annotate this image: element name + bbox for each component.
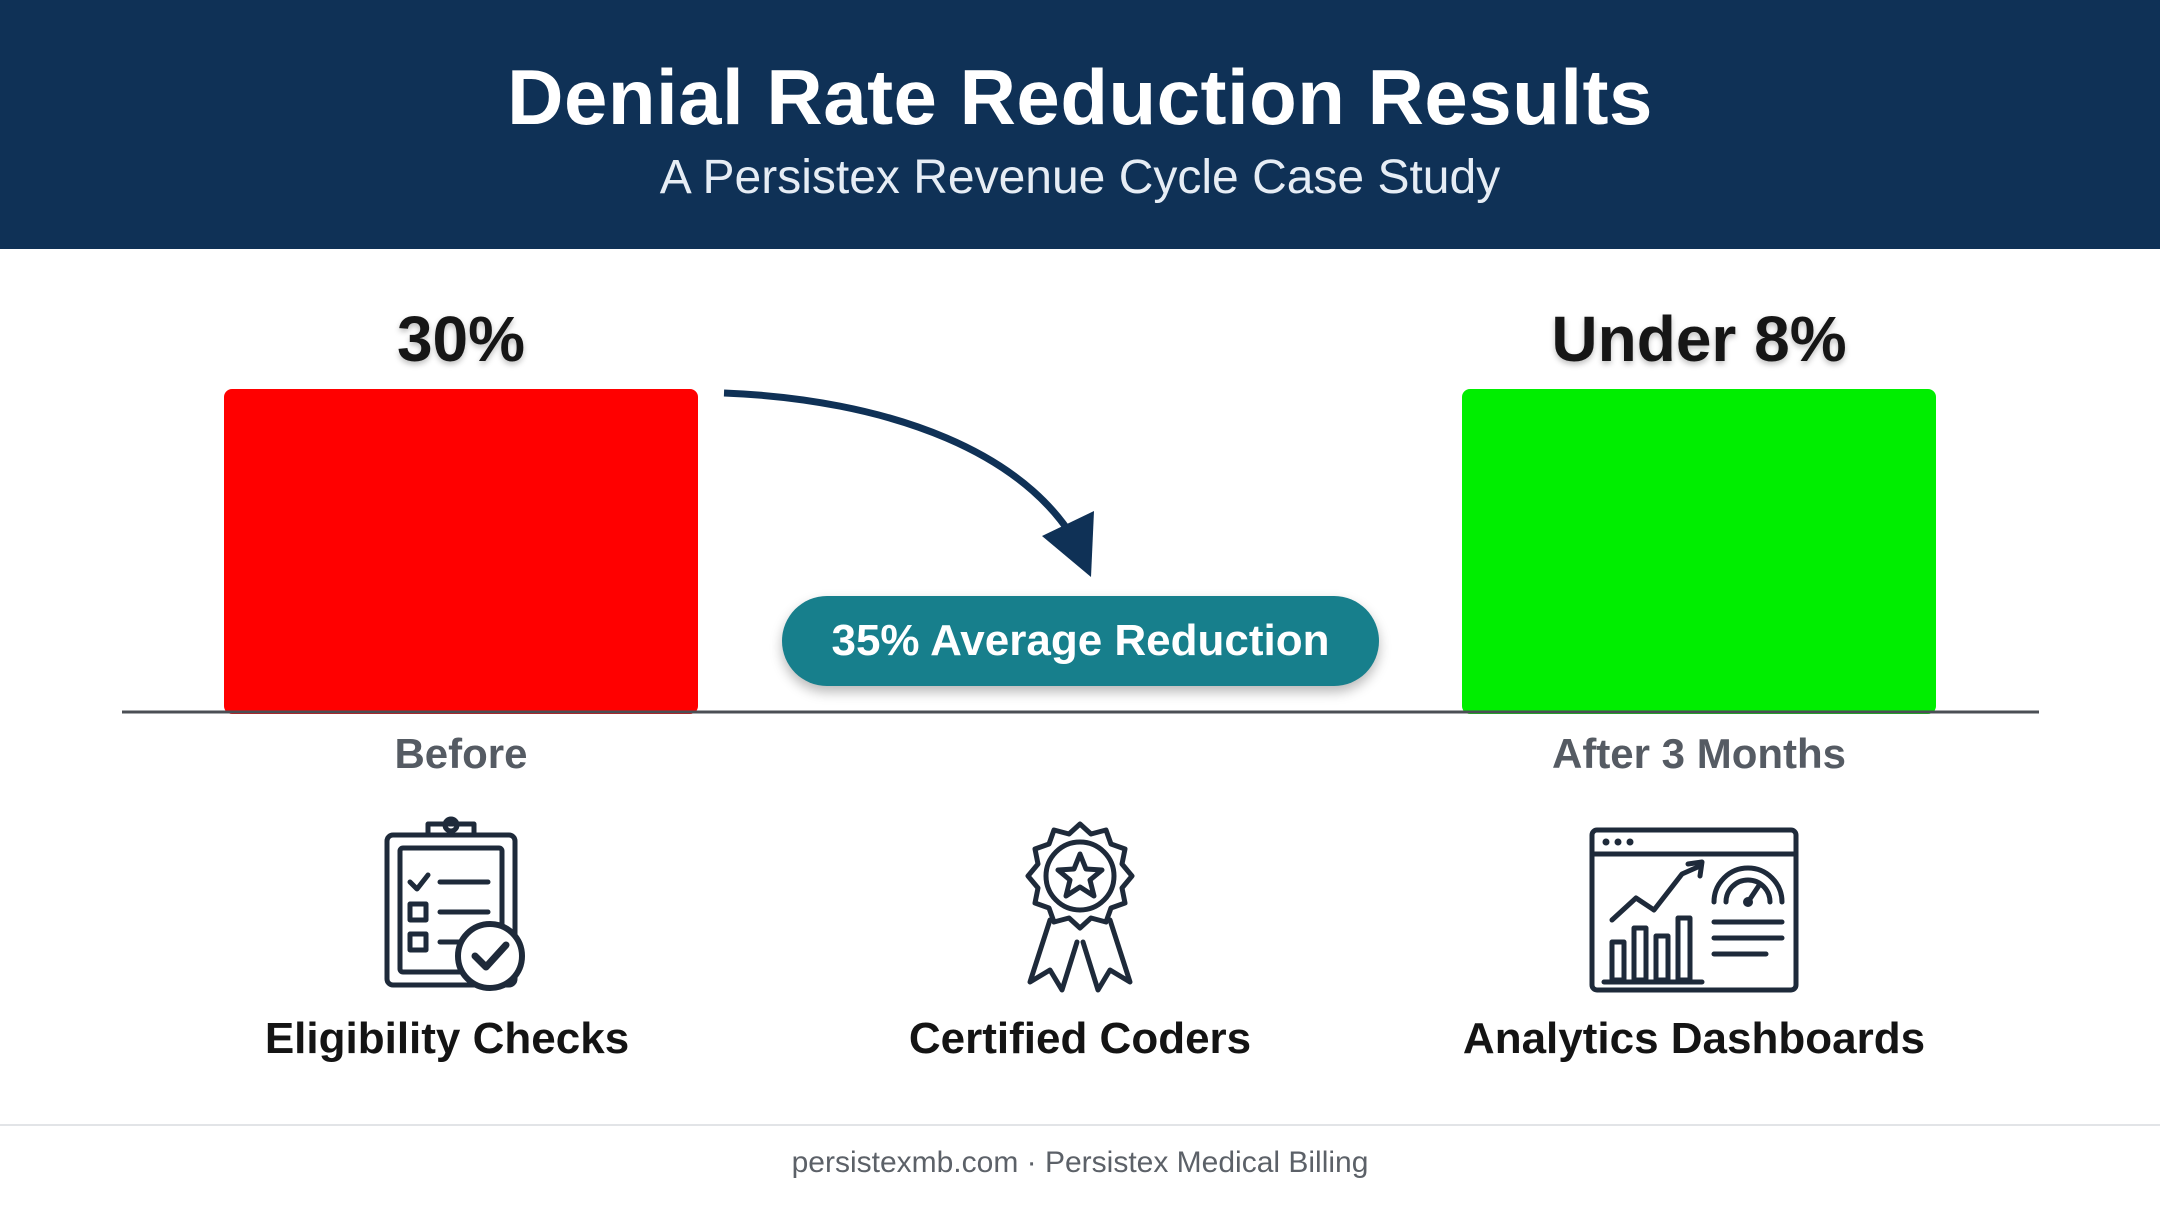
footer: persistexmb.com · Persistex Medical Bill… xyxy=(0,1124,2160,1206)
feature-label: Analytics Dashboards xyxy=(1462,1014,1926,1063)
header-banner: Denial Rate Reduction Results A Persiste… xyxy=(0,0,2160,249)
data-label: 30% xyxy=(396,303,526,375)
bar-before xyxy=(224,389,698,714)
feature-label: Certified Coders xyxy=(908,1014,1252,1063)
feature-eligibility-checks: Eligibility Checks xyxy=(167,810,727,1064)
feature-label: Eligibility Checks xyxy=(264,1014,630,1063)
bar-group xyxy=(224,389,1936,714)
page-subtitle: A Persistex Revenue Cycle Case Study xyxy=(659,151,1501,204)
bar-after-3-months xyxy=(1462,389,1936,714)
award-ribbon-icon xyxy=(1025,821,1135,993)
analytics-dashboard-icon xyxy=(1589,827,1799,993)
feature-analytics-dashboards: Analytics Dashboards xyxy=(1414,810,1974,1064)
category-label: Before xyxy=(394,730,528,777)
feature-certified-coders: Certified Coders xyxy=(800,810,1360,1064)
page-title: Denial Rate Reduction Results xyxy=(507,53,1653,141)
reduction-badge: 35% Average Reduction xyxy=(782,596,1379,686)
bar-chart xyxy=(122,389,2039,714)
category-label: After 3 Months xyxy=(1552,730,1846,777)
reduction-arrow-head xyxy=(1042,511,1094,577)
footer-text: persistexmb.com · Persistex Medical Bill… xyxy=(791,1146,1369,1179)
clipboard-check-icon xyxy=(384,816,525,991)
reduction-arrow xyxy=(723,389,1092,569)
data-label: Under 8% xyxy=(1551,303,1847,375)
